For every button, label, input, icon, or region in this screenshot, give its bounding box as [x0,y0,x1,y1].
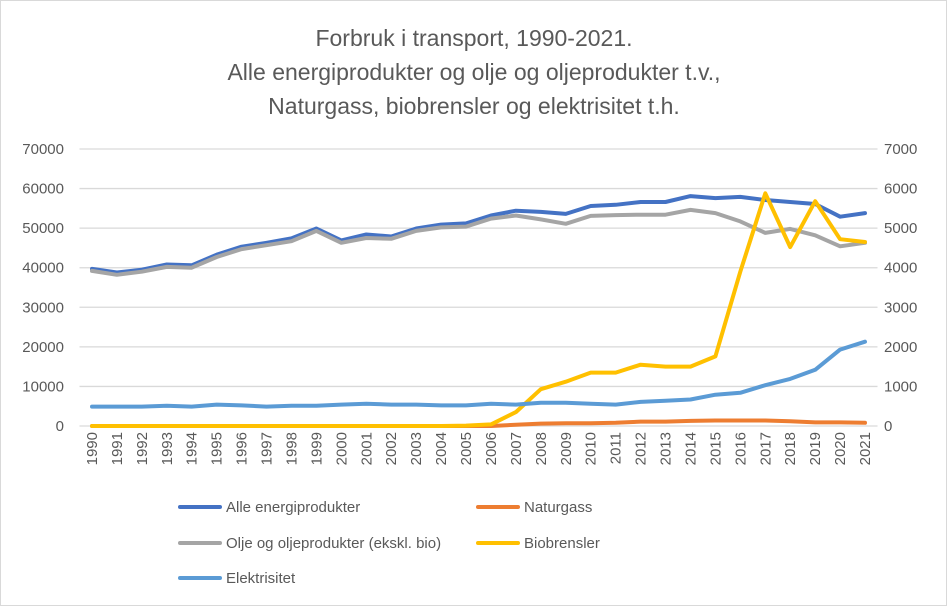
series-line-olje-og-oljeprodukter-ekskl-bio [90,207,867,277]
x-tick-label: 2004 [433,432,450,465]
x-tick-label: 2007 [508,432,525,465]
x-tick-label: 2009 [558,432,575,465]
x-tick-label: 2015 [707,432,724,465]
x-tick-label: 1995 [209,432,226,465]
x-tick-label: 2012 [633,432,650,465]
x-tick-label: 2006 [483,432,500,465]
x-tick-label: 2005 [458,432,475,465]
x-tick-label: 2011 [608,432,625,464]
x-tick-label: 2014 [682,432,699,465]
chart-title: Forbruk i transport, 1990-2021. Alle ene… [227,25,720,119]
legend-item: Elektrisitet [178,570,296,587]
legend-item: Alle energiprodukter [178,499,360,516]
title-line-1: Forbruk i transport, 1990-2021. [315,25,632,51]
y-right-tick-label: 0 [884,418,892,435]
x-tick-label: 2017 [757,432,774,465]
y-right-tick-label: 6000 [884,181,917,198]
x-tick-label: 1990 [84,432,101,465]
legend-label: Naturgass [524,499,592,516]
y-right-tick-label: 3000 [884,299,917,316]
x-tick-label: 2016 [732,432,749,465]
series-line-biobrensler [90,191,867,428]
y-left-tick-label: 70000 [22,141,64,158]
legend-item: Biobrensler [476,535,600,552]
legend-label: Biobrensler [524,535,600,552]
series-line-alle-energiprodukter [90,194,867,275]
legend-item: Olje og oljeprodukter (ekskl. bio) [178,535,441,552]
legend-item: Naturgass [476,499,592,516]
x-tick-label: 2019 [807,432,824,465]
x-tick-label: 2020 [832,432,849,465]
y-left-tick-label: 30000 [22,299,64,316]
y-left-tick-label: 60000 [22,181,64,198]
x-tick-label: 1993 [159,432,176,465]
x-tick-label: 1991 [109,432,126,465]
series-line-elektrisitet [90,339,867,409]
y-left-tick-label: 20000 [22,339,64,356]
x-tick-label: 1994 [184,432,201,465]
x-tick-label: 2010 [583,432,600,465]
y-right-tick-label: 5000 [884,220,917,237]
y-right-tick-label: 2000 [884,339,917,356]
x-tick-label: 1996 [234,432,251,465]
x-tick-label: 1992 [134,432,151,465]
y-right-tick-label: 1000 [884,378,917,395]
x-tick-label: 2000 [333,432,350,465]
title-line-3: Naturgass, biobrensler og elektrisitet t… [268,93,680,119]
legend-label: Olje og oljeprodukter (ekskl. bio) [226,535,441,552]
y-left-tick-label: 40000 [22,260,64,277]
y-right-tick-label: 4000 [884,260,917,277]
x-tick-label: 2001 [358,432,375,465]
title-line-2: Alle energiprodukter og olje og oljeprod… [227,59,720,85]
y-right-tick-label: 7000 [884,141,917,158]
x-tick-label: 2008 [533,432,550,465]
x-tick-label: 1999 [308,432,325,465]
y-left-tick-label: 0 [56,418,64,435]
y-left-tick-label: 50000 [22,220,64,237]
x-tick-label: 2013 [658,432,675,465]
x-tick-label: 2018 [782,432,799,465]
x-tick-label: 1998 [283,432,300,465]
y-left-tick-label: 10000 [22,378,64,395]
x-tick-label: 2021 [857,432,874,465]
x-tick-label: 2002 [383,432,400,465]
legend-label: Alle energiprodukter [226,499,360,516]
x-tick-label: 2003 [408,432,425,465]
legend-label: Elektrisitet [226,570,296,587]
x-tick-label: 1997 [259,432,276,465]
